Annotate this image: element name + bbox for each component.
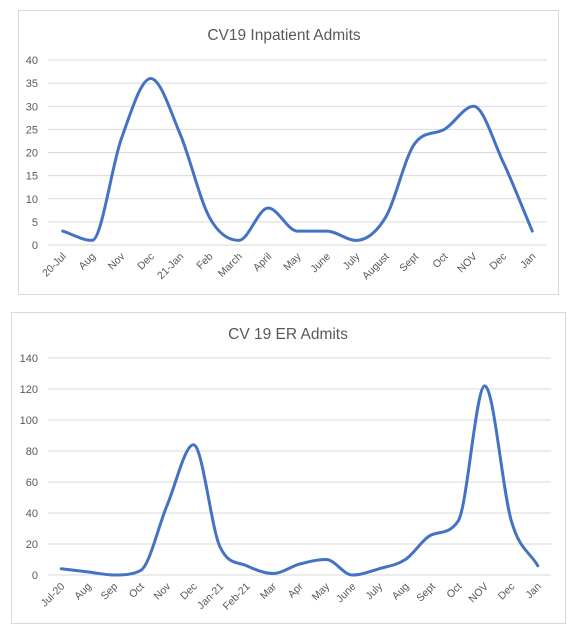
x-tick-label: June	[334, 581, 359, 606]
x-tick-label: Aug	[76, 251, 98, 273]
x-tick-label: Jan	[523, 581, 544, 602]
x-tick-label: August	[360, 251, 392, 283]
x-tick-label: Aug	[72, 581, 94, 603]
x-tick-label: NOV	[466, 581, 491, 606]
x-tick-label: May	[310, 580, 333, 603]
x-tick-label: April	[251, 251, 274, 274]
x-tick-label: Dec	[487, 251, 509, 273]
y-tick-label: 120	[20, 384, 38, 396]
y-tick-label: 80	[26, 446, 38, 458]
y-tick-label: 0	[32, 240, 38, 252]
y-tick-label: 10	[26, 194, 38, 206]
y-tick-label: 5	[32, 217, 38, 229]
x-tick-label: Nov	[152, 580, 174, 602]
chart-title: CV 19 ER Admits	[228, 326, 348, 343]
x-tick-label: 21-Jan	[155, 251, 186, 282]
y-tick-label: 25	[26, 124, 38, 136]
x-tick-label: June	[308, 251, 333, 276]
x-tick-label: Jan-21	[195, 581, 226, 612]
x-tick-label: July	[341, 250, 363, 272]
x-tick-label: Dec	[135, 251, 157, 273]
x-tick-label: Oct	[430, 251, 450, 271]
x-tick-label: Sept	[414, 581, 438, 605]
y-tick-label: 20	[26, 539, 38, 551]
chart-er: CV 19 ER Admits 0 20 40 60 80 100 120 140 Jul-2…	[20, 326, 551, 613]
y-tick-label: 35	[26, 78, 38, 90]
x-tick-label: Dec	[496, 581, 518, 603]
x-tick-label: Apr	[286, 580, 306, 600]
y-tick-label: 140	[20, 353, 38, 365]
x-tick-label: March	[216, 251, 245, 280]
x-tick-label: Jul-20	[39, 581, 68, 610]
x-tick-label: Sep	[99, 581, 121, 603]
x-tick-label: Oct	[127, 581, 147, 601]
y-tick-label: 0	[32, 570, 38, 582]
x-tick-label: NOV	[455, 251, 480, 276]
series-line	[61, 77, 534, 242]
x-tick-label: July	[363, 580, 385, 602]
chart-panel-er: CV 19 ER Admits 0 20 40 60 80 100 120 140 Jul-2…	[11, 312, 566, 624]
x-tick-label: Sept	[397, 251, 421, 275]
y-tick-label: 40	[26, 508, 38, 520]
x-tick-label: Feb	[194, 251, 215, 272]
x-tick-label: Oct	[444, 581, 464, 601]
y-tick-label: 100	[20, 415, 38, 427]
y-tick-label: 40	[26, 55, 38, 67]
series-line	[59, 384, 540, 577]
chart-panel-inpatient: CV19 Inpatient Admits 0 5 10 15 20 25 30 35 40 2…	[18, 10, 559, 295]
x-tick-label: May	[281, 250, 304, 273]
y-tick-label: 15	[26, 171, 38, 183]
x-tick-label: Jan	[518, 251, 539, 272]
chart-title: CV19 Inpatient Admits	[207, 27, 361, 44]
x-tick-label: 20-Jul	[40, 251, 69, 280]
y-tick-label: 20	[26, 148, 38, 160]
x-tick-label: Dec	[178, 581, 200, 603]
y-tick-label: 30	[26, 101, 38, 113]
x-tick-label: Nov	[106, 250, 128, 272]
x-tick-label: Feb-21	[221, 581, 253, 613]
y-tick-label: 60	[26, 477, 38, 489]
x-tick-label: Aug	[390, 581, 412, 603]
x-tick-label: Mar	[258, 580, 280, 602]
chart-inpatient: CV19 Inpatient Admits 0 5 10 15 20 25 30 35 40 2…	[26, 27, 547, 283]
